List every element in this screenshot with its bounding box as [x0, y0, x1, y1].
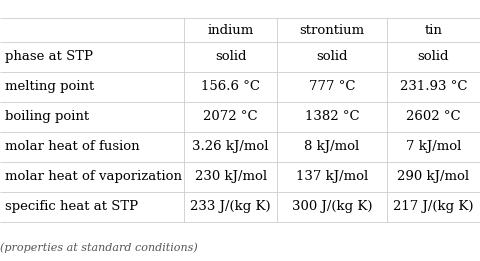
Text: solid: solid: [316, 50, 348, 63]
Text: molar heat of vaporization: molar heat of vaporization: [5, 170, 182, 183]
Text: phase at STP: phase at STP: [5, 50, 93, 63]
Text: tin: tin: [424, 23, 442, 37]
Text: 231.93 °C: 231.93 °C: [399, 80, 467, 93]
Text: melting point: melting point: [5, 80, 95, 93]
Text: 230 kJ/mol: 230 kJ/mol: [194, 170, 267, 183]
Text: 290 kJ/mol: 290 kJ/mol: [397, 170, 469, 183]
Text: 777 °C: 777 °C: [309, 80, 355, 93]
Text: solid: solid: [418, 50, 449, 63]
Text: 2602 °C: 2602 °C: [406, 110, 461, 123]
Text: 156.6 °C: 156.6 °C: [201, 80, 260, 93]
Text: 137 kJ/mol: 137 kJ/mol: [296, 170, 368, 183]
Text: solid: solid: [215, 50, 246, 63]
Text: 2072 °C: 2072 °C: [204, 110, 258, 123]
Text: molar heat of fusion: molar heat of fusion: [5, 140, 140, 153]
Text: 8 kJ/mol: 8 kJ/mol: [304, 140, 360, 153]
Text: 300 J/(kg K): 300 J/(kg K): [292, 200, 372, 213]
Text: strontium: strontium: [300, 23, 365, 37]
Text: 7 kJ/mol: 7 kJ/mol: [406, 140, 461, 153]
Text: (properties at standard conditions): (properties at standard conditions): [0, 243, 198, 253]
Text: 217 J/(kg K): 217 J/(kg K): [393, 200, 474, 213]
Text: 233 J/(kg K): 233 J/(kg K): [191, 200, 271, 213]
Text: 1382 °C: 1382 °C: [305, 110, 360, 123]
Text: boiling point: boiling point: [5, 110, 89, 123]
Text: 3.26 kJ/mol: 3.26 kJ/mol: [192, 140, 269, 153]
Text: indium: indium: [207, 23, 254, 37]
Text: specific heat at STP: specific heat at STP: [5, 200, 138, 213]
